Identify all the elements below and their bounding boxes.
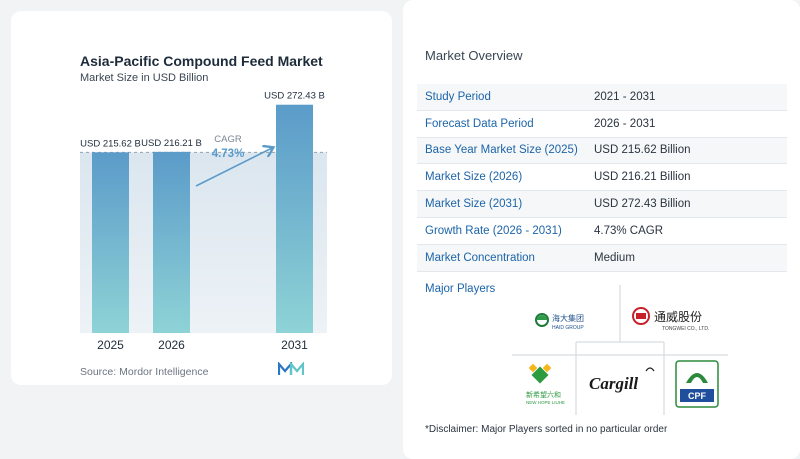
overview-row: Study Period 2021 - 2031 — [417, 84, 787, 111]
data-label-2025: USD 215.62 B — [80, 138, 141, 149]
overview-row: Market Concentration Medium — [417, 244, 787, 272]
overview-row-label: Forecast Data Period — [425, 117, 534, 130]
cagr-arrow — [195, 148, 272, 187]
source-name: Mordor Intelligence — [119, 366, 209, 378]
new-hope-cn: 新希望六和 — [526, 390, 561, 399]
cpf-logo: CPF — [675, 360, 719, 408]
overview-row-label: Growth Rate (2026 - 2031) — [425, 224, 562, 237]
tongwei-logo: 通威股份 TONGWEI CO., LTD. — [632, 307, 709, 332]
overview-row-value: USD 215.62 Billion — [594, 144, 691, 157]
overview-row-label: Base Year Market Size (2025) — [425, 144, 578, 157]
mordor-logo-icon — [278, 362, 304, 375]
overview-row-value: Medium — [594, 251, 635, 264]
overview-row-label: Market Concentration — [425, 251, 535, 264]
bar-2026 — [153, 151, 190, 333]
tick-label-2025: 2025 — [97, 338, 124, 352]
source-line: Source: Mordor Intelligence — [80, 366, 208, 378]
haid-cn: 海大集团 — [552, 313, 584, 323]
bar-chart: USD 215.62 B 2025 USD 216.21 B 2026 USD 272.… — [80, 91, 327, 352]
major-players-label: Major Players — [425, 283, 496, 295]
tick-label-2026: 2026 — [158, 338, 185, 352]
haid-en: HAID GROUP — [552, 325, 584, 331]
overview-row-label: Market Size (2031) — [425, 198, 523, 211]
tongwei-cn: 通威股份 — [654, 310, 702, 324]
cargill-logo: Cargill — [589, 367, 655, 393]
data-label-2031: USD 272.43 B — [264, 91, 325, 102]
chart-title: Asia-Pacific Compound Feed Market — [80, 53, 323, 69]
cagr-value: 4.73% — [212, 148, 245, 160]
overview-row: Market Size (2031) USD 272.43 Billion — [417, 191, 787, 218]
overview-row-label: Market Size (2026) — [425, 171, 523, 184]
disclaimer: *Disclaimer: Major Players sorted in no … — [425, 424, 668, 435]
cargill-text: Cargill — [589, 374, 638, 393]
overview-row: Market Size (2026) USD 216.21 Billion — [417, 164, 787, 192]
tick-label-2031: 2031 — [281, 338, 308, 352]
overview-title: Market Overview — [425, 48, 523, 63]
bar-2025 — [92, 152, 129, 333]
overview-row-value: USD 216.21 Billion — [594, 171, 691, 184]
overview-row: Base Year Market Size (2025) USD 215.62 B… — [417, 137, 787, 165]
overview-row: Growth Rate (2026 - 2031) 4.73% CAGR — [417, 218, 787, 245]
overview-row-value: USD 272.43 Billion — [594, 198, 691, 211]
overview-row-value: 2026 - 2031 — [594, 117, 656, 130]
overview-row-value: 4.73% CAGR — [594, 224, 664, 237]
major-players-grid: 海大集团 HAID GROUP 通威股份 TONGWEI CO., LTD. 新… — [512, 285, 728, 415]
bar-2031 — [276, 104, 313, 334]
overview-row: Forecast Data Period 2026 - 2031 — [417, 111, 787, 138]
haid-group-logo: 海大集团 HAID GROUP — [535, 313, 584, 331]
new-hope-en: NEW HOPE LIUHE — [526, 400, 565, 405]
chart-subtitle: Market Size in USD Billion — [80, 72, 209, 84]
overview-row-label: Study Period — [425, 90, 491, 103]
new-hope-logo: 新希望六和 NEW HOPE LIUHE — [526, 363, 565, 405]
tongwei-en: TONGWEI CO., LTD. — [662, 326, 709, 332]
cagr-label: CAGR — [214, 134, 242, 145]
data-label-2026: USD 216.21 B — [141, 138, 202, 149]
overview-table: Study Period 2021 - 2031 Forecast Data Per… — [417, 84, 787, 272]
overview-card — [403, 0, 800, 459]
overview-row-value: 2021 - 2031 — [594, 90, 656, 103]
source-label: Source: — [80, 366, 117, 378]
cpf-text: CPF — [688, 391, 707, 401]
